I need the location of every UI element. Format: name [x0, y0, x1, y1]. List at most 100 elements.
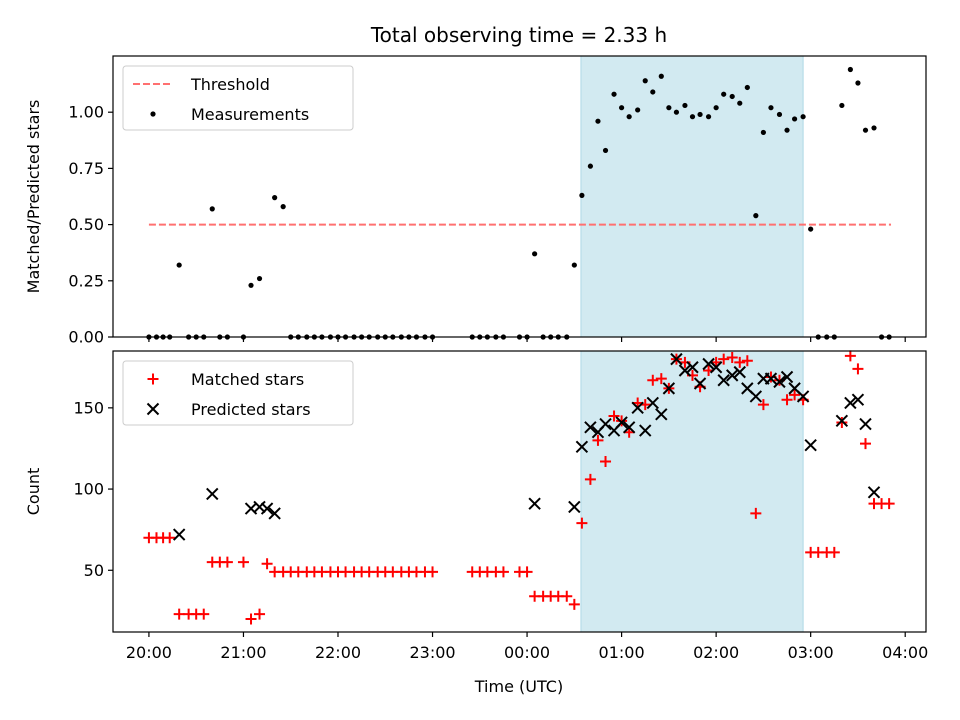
data-point: [859, 417, 872, 431]
y-axis-label: Matched/Predicted stars: [24, 100, 43, 294]
data-point: [639, 424, 652, 437]
data-point: [650, 89, 656, 95]
data-point: [776, 111, 783, 118]
data-point: [658, 73, 664, 79]
data-point: [717, 374, 730, 387]
x-tick-label: 01:00: [599, 643, 645, 662]
data-point: [615, 416, 628, 429]
data-point: [608, 410, 620, 422]
data-point: [844, 350, 856, 362]
data-point: [561, 590, 573, 602]
y-axis-label: Count: [24, 468, 43, 516]
data-point: [595, 118, 601, 124]
y-tick-label: 0.50: [68, 215, 104, 234]
x-axis-label: Time (UTC): [474, 677, 563, 696]
series-matched-stars: [143, 350, 895, 625]
y-tick-label: 0.75: [68, 159, 104, 178]
data-point: [836, 416, 848, 428]
top-panel-ratio: 0.00 0.25 0.50 0.75 1.00 Matched/Predicted st…: [24, 55, 927, 347]
data-point: [245, 613, 257, 625]
observing-window-span: [580, 350, 804, 633]
x-tick-label: 00:00: [504, 643, 550, 662]
data-point: [631, 401, 644, 415]
data-point: [260, 502, 274, 515]
data-point: [670, 352, 683, 366]
data-point: [584, 473, 596, 485]
data-point: [883, 498, 895, 510]
data-point: [248, 282, 254, 288]
legend-box: [122, 65, 354, 131]
data-point: [673, 109, 680, 115]
observing-window-span: [580, 55, 804, 338]
data-point: [521, 566, 533, 578]
data-point: [611, 91, 617, 97]
legend: Threshold Measurements: [122, 65, 354, 131]
legend-swatch: [147, 373, 159, 385]
axes-frame: [112, 55, 927, 338]
data-point: [622, 421, 636, 434]
data-point: [172, 528, 186, 541]
data-point: [579, 192, 585, 198]
data-point: [647, 374, 659, 386]
y-tick-label: 100: [73, 480, 104, 499]
data-point: [198, 608, 210, 620]
bottom-panel-counts: 50 100 150 20:00 21:00 22:00 23:00 00:00 01:00 02…: [24, 350, 928, 662]
y-tick-label: 150: [73, 398, 104, 417]
data-point: [713, 105, 719, 111]
data-point: [808, 226, 814, 232]
data-point: [852, 363, 864, 375]
data-point: [721, 91, 727, 97]
data-point: [237, 556, 249, 568]
data-point: [839, 102, 845, 109]
data-point: [602, 147, 609, 154]
data-point: [729, 93, 735, 100]
data-point: [862, 127, 869, 133]
data-point: [750, 507, 762, 519]
data-point: [753, 213, 759, 219]
y-tick-label: 50: [84, 561, 104, 580]
data-point: [618, 105, 625, 111]
data-point: [726, 351, 738, 363]
data-point: [176, 262, 182, 268]
y-tick-label: 0.25: [68, 271, 104, 290]
data-point: [147, 373, 159, 385]
data-point: [796, 390, 810, 403]
data-point: [584, 421, 597, 434]
data-point: [859, 438, 871, 450]
data-point: [150, 111, 156, 117]
data-point: [173, 608, 185, 620]
legend-swatch: [150, 111, 156, 117]
data-point: [768, 105, 774, 111]
data-point: [280, 204, 286, 210]
data-point: [871, 125, 877, 131]
legend-entry: Matched stars: [191, 370, 304, 389]
data-point: [576, 517, 588, 529]
x-tick-label: 02:00: [693, 643, 739, 662]
data-point: [847, 66, 853, 73]
data-point: [718, 353, 730, 365]
data-point: [682, 102, 688, 109]
data-point: [784, 127, 790, 133]
data-point: [844, 396, 857, 410]
data-point: [256, 275, 263, 282]
data-point: [780, 370, 794, 384]
data-point: [261, 558, 273, 570]
data-point: [571, 262, 577, 268]
x-tick-label: 23:00: [409, 643, 455, 662]
data-point: [741, 355, 753, 367]
data-point: [781, 394, 793, 406]
data-point: [693, 377, 707, 390]
data-point: [206, 487, 219, 501]
data-point: [851, 393, 865, 406]
data-point: [855, 80, 861, 86]
data-point: [725, 369, 739, 382]
data-point: [528, 497, 541, 510]
y-tick-label: 0.00: [68, 328, 104, 347]
data-point: [760, 129, 767, 136]
data-point: [575, 440, 589, 454]
data-point: [568, 500, 581, 514]
data-point: [655, 373, 667, 385]
data-point: [744, 84, 750, 91]
data-point: [835, 414, 849, 428]
